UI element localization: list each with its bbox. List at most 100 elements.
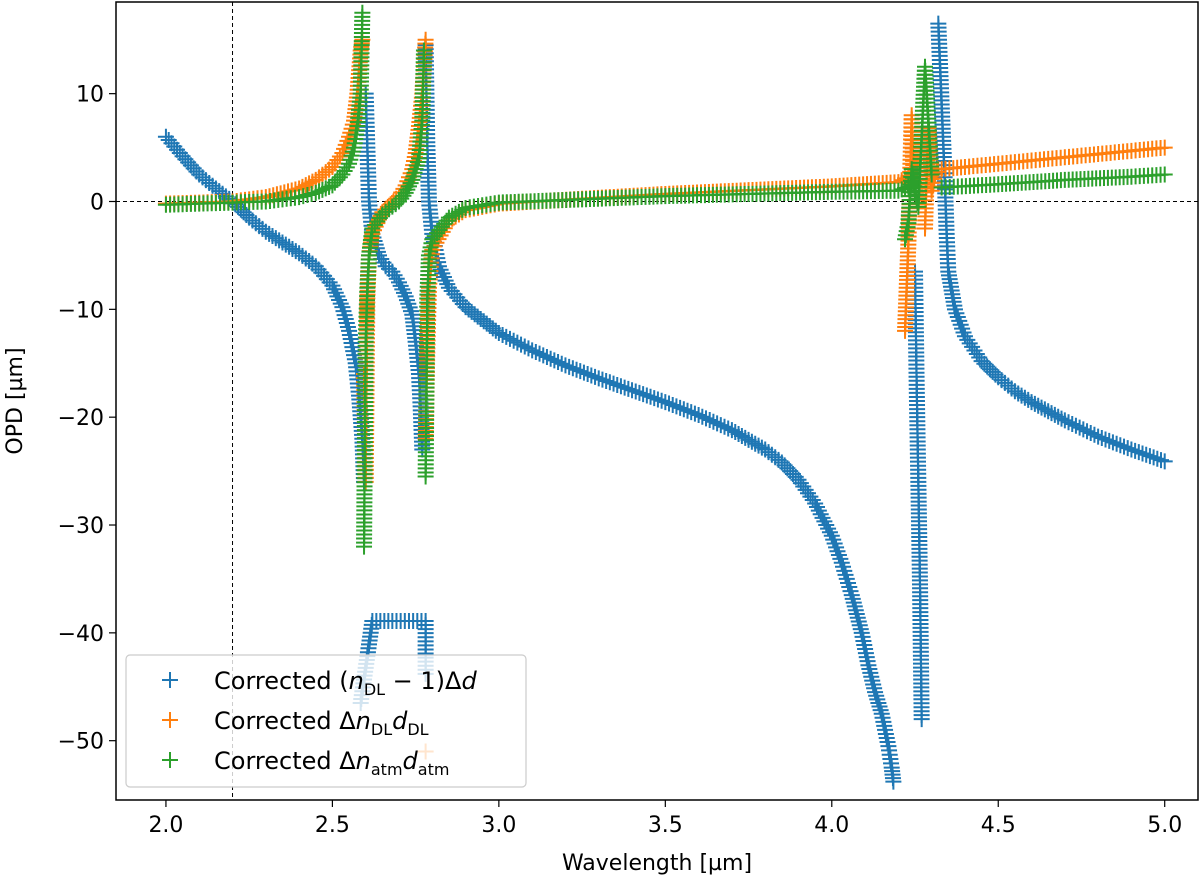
data-point <box>587 368 604 385</box>
data-point <box>951 312 968 329</box>
data-point <box>335 303 352 320</box>
data-point <box>267 230 284 247</box>
data-point <box>821 524 838 541</box>
data-point <box>720 420 737 437</box>
legend: Corrected (nDL − 1)Δd Corrected ΔnDLdDL Co… <box>125 654 527 788</box>
data-point <box>579 366 596 383</box>
data-point <box>727 424 744 441</box>
data-point <box>1040 403 1057 420</box>
series-3 <box>157 4 1173 555</box>
data-point <box>341 155 358 172</box>
data-point <box>1145 449 1162 466</box>
data-point <box>712 417 729 434</box>
data-point <box>733 427 750 444</box>
x-axis-ticks: 2.0 2.5 3.0 3.5 4.0 4.5 5.0 <box>148 800 1182 838</box>
data-point <box>329 288 346 305</box>
data-point <box>661 395 678 412</box>
data-point <box>646 390 663 407</box>
data-point <box>952 316 969 333</box>
data-point <box>631 384 648 401</box>
data-point <box>804 492 821 509</box>
data-point <box>1067 417 1084 434</box>
data-point <box>542 350 559 367</box>
data-point <box>336 140 353 157</box>
legend-marker <box>162 752 178 768</box>
data-point <box>498 328 515 345</box>
data-point <box>829 543 846 560</box>
data-point <box>339 132 356 149</box>
data-point <box>750 437 767 454</box>
data-point <box>546 352 563 369</box>
data-point <box>653 392 670 409</box>
data-point <box>400 295 417 312</box>
data-point <box>635 386 652 403</box>
data-point <box>509 334 526 351</box>
data-point <box>404 171 421 188</box>
data-point <box>1093 430 1110 447</box>
data-point <box>642 388 659 405</box>
x-tick-label: 2.0 <box>148 813 183 838</box>
legend-entry-1: Corrected (nDL − 1)Δd <box>214 667 477 699</box>
y-tick-label: −30 <box>58 514 104 539</box>
data-point <box>836 562 853 579</box>
data-point <box>598 372 615 389</box>
data-point <box>538 349 555 366</box>
data-point <box>601 374 618 391</box>
data-point <box>838 570 855 587</box>
data-point <box>609 376 626 393</box>
data-point <box>808 499 825 516</box>
y-axis-ticks: 10 0 −10 −20 −30 −40 −50 <box>58 83 116 755</box>
x-tick-label: 4.5 <box>981 813 1016 838</box>
data-point <box>564 360 581 377</box>
data-point <box>583 367 600 384</box>
data-point <box>450 203 467 220</box>
data-point <box>807 495 824 512</box>
data-point <box>675 401 692 418</box>
data-point <box>257 223 274 240</box>
data-point <box>299 187 316 204</box>
data-point <box>605 375 622 392</box>
data-point <box>835 558 852 575</box>
y-axis-label: OPD [µm] <box>3 347 28 454</box>
data-point <box>297 177 314 194</box>
data-point <box>913 711 930 728</box>
x-tick-label: 2.5 <box>315 813 350 838</box>
legend-marker <box>162 672 178 688</box>
x-tick-label: 3.0 <box>481 813 516 838</box>
data-point <box>501 330 518 347</box>
data-point <box>331 291 348 308</box>
data-point <box>810 502 827 519</box>
data-point <box>494 326 511 343</box>
data-point <box>561 358 578 375</box>
data-point <box>440 209 457 226</box>
data-point <box>1053 410 1070 427</box>
data-point <box>812 506 829 523</box>
data-point <box>337 136 354 153</box>
data-point <box>825 531 842 548</box>
data-point <box>627 383 644 400</box>
data-point <box>690 407 707 424</box>
data-point <box>616 379 633 396</box>
data-point <box>527 343 544 360</box>
data-point <box>743 433 760 450</box>
data-point <box>437 272 454 289</box>
data-point <box>1086 426 1103 443</box>
data-point <box>1090 428 1107 445</box>
data-point <box>314 181 331 198</box>
data-point <box>679 402 696 419</box>
data-point <box>402 303 419 320</box>
data-point <box>291 189 308 206</box>
data-point <box>1016 389 1033 406</box>
legend-entry-2: Corrected ΔnDLdDL <box>214 707 429 739</box>
data-point <box>264 228 281 245</box>
data-point <box>398 292 415 309</box>
data-point <box>1112 437 1129 454</box>
data-point <box>1043 405 1060 422</box>
data-point <box>407 161 424 178</box>
data-point <box>535 347 552 364</box>
data-point <box>516 338 533 355</box>
data-point <box>1097 431 1114 448</box>
data-point <box>668 398 685 415</box>
data-point <box>823 527 840 544</box>
data-point <box>444 207 461 224</box>
